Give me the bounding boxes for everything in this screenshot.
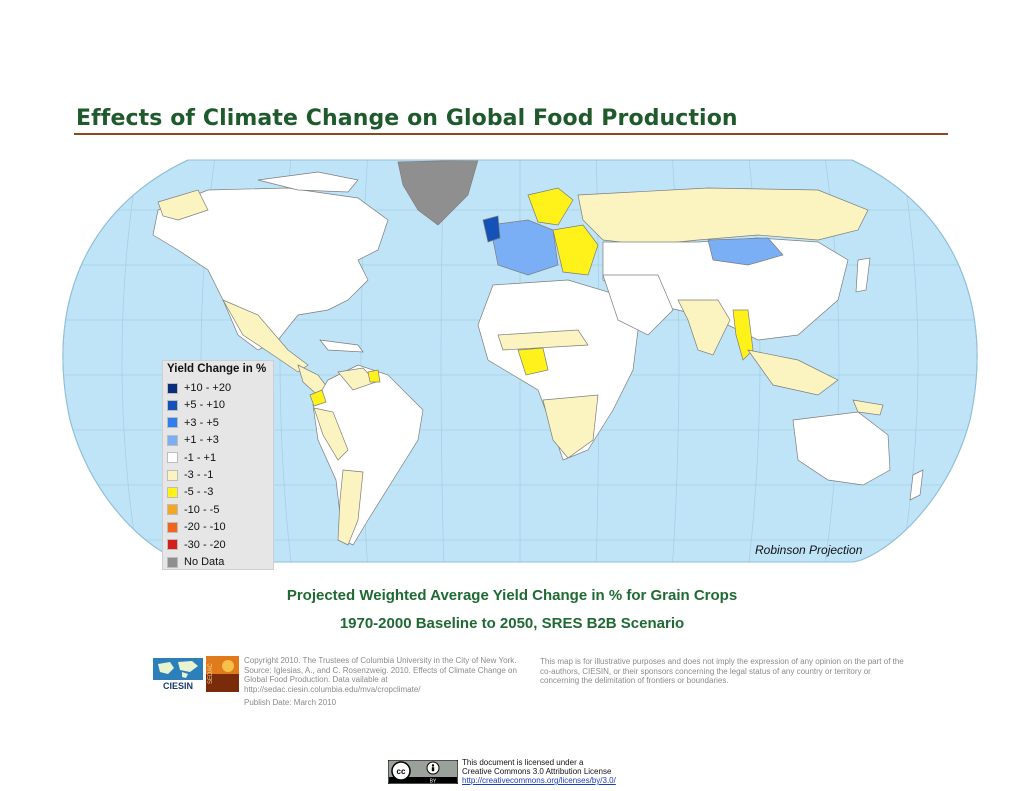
legend-label: +5 - +10 — [184, 399, 225, 412]
world-map — [58, 150, 982, 572]
person-icon — [431, 764, 435, 767]
subtitle-line-2: 1970-2000 Baseline to 2050, SRES B2B Sce… — [339, 615, 685, 632]
land-canada-north — [257, 171, 359, 193]
legend-label: -30 - -20 — [184, 538, 226, 551]
land-sahel — [497, 329, 589, 351]
legend-swatch — [167, 452, 178, 464]
legend-item: -5 - -3 — [167, 485, 213, 499]
map-title: Effects of Climate Change on Global Food… — [76, 106, 738, 131]
license-line-2: Creative Commons 3.0 Attribution License — [462, 767, 612, 776]
land-alaska — [157, 189, 209, 221]
land-chile-argentina — [337, 469, 364, 546]
legend-label: +3 - +5 — [184, 416, 219, 429]
land-north-america — [152, 187, 389, 351]
projection-label: Robinson Projection — [755, 543, 863, 557]
legend-item: -10 - -5 — [167, 503, 219, 517]
land-scandinavia — [527, 187, 574, 226]
land-new-zealand — [909, 469, 924, 501]
legend-swatch — [167, 486, 178, 498]
land-russia — [577, 187, 869, 246]
land-eastern-europe — [552, 224, 599, 276]
legend-swatch — [167, 504, 178, 516]
land-caribbean — [319, 339, 364, 353]
subtitle-line-1: Projected Weighted Average Yield Change … — [286, 587, 738, 604]
legend-item: +5 - +10 — [167, 398, 225, 412]
legend-item: -1 - +1 — [167, 451, 216, 465]
disclaimer-text: This map is for illustrative purposes an… — [540, 657, 904, 685]
legend-label: -10 - -5 — [184, 503, 220, 516]
sedac-logo: SEDAC — [206, 656, 239, 692]
legend-swatch — [167, 521, 178, 533]
legend-label: -5 - -3 — [184, 486, 214, 499]
license-line-1: This document is licensed under a — [462, 758, 584, 767]
legend-label: +10 - +20 — [184, 382, 232, 394]
legend-label: -1 - +1 — [184, 451, 217, 464]
title-rule — [74, 133, 948, 135]
legend-swatch — [167, 399, 178, 411]
land-peru — [313, 407, 349, 461]
land-papua — [852, 399, 884, 416]
legend-label: +1 - +3 — [184, 434, 219, 447]
legend-item: -30 - -20 — [167, 538, 226, 552]
license-notice: This document is licensed under a Creati… — [462, 758, 616, 785]
legend-swatch — [167, 556, 178, 568]
land-india — [677, 299, 731, 356]
legend: Yield Change in % +10 - +20 +5 - +10 +3 - … — [162, 360, 274, 570]
legend-swatch — [167, 539, 178, 551]
land-southern-africa — [542, 394, 599, 459]
legend-label: -20 - -10 — [184, 521, 226, 534]
cc-by-badge[interactable]: cc BY — [387, 759, 459, 785]
legend-swatch — [167, 417, 178, 429]
ciesin-logo-text: CIESIN — [163, 681, 193, 691]
license-link[interactable]: http://creativecommons.org/licenses/by/3… — [462, 776, 616, 785]
legend-swatch — [167, 382, 178, 394]
legend-swatch — [167, 434, 178, 446]
legend-item: +3 - +5 — [167, 416, 219, 430]
land-ecuador — [309, 389, 327, 407]
cc-icon: cc — [397, 767, 406, 776]
sedac-logo-text: SEDAC — [208, 663, 214, 684]
legend-item: +10 - +20 — [167, 381, 231, 395]
ciesin-logo: CIESIN — [152, 656, 204, 692]
publish-date: Publish Date: March 2010 — [244, 698, 337, 707]
legend-label: -3 - -1 — [184, 469, 214, 481]
legend-item: -3 - -1 — [167, 468, 213, 482]
land-southeast-asia — [747, 349, 839, 396]
legend-label: No Data — [184, 556, 225, 568]
land-guyana — [367, 369, 381, 383]
land-myanmar — [732, 309, 754, 361]
land-greenland — [397, 160, 479, 226]
land-japan — [855, 257, 871, 293]
land-middle-east — [602, 274, 674, 336]
legend-title: Yield Change in % — [167, 363, 267, 375]
legend-item: No Data — [167, 555, 224, 569]
land-europe-west — [489, 219, 559, 276]
by-label: BY — [430, 779, 437, 785]
land-nigeria — [517, 347, 549, 376]
legend-item: -20 - -10 — [167, 520, 226, 534]
credit-text: Copyright 2010. The Trustees of Columbia… — [244, 656, 517, 694]
land-uk — [482, 215, 501, 243]
land-mongolia — [707, 237, 784, 266]
land-australia — [792, 411, 891, 486]
legend-swatch — [167, 469, 178, 481]
legend-item: +1 - +3 — [167, 433, 219, 447]
